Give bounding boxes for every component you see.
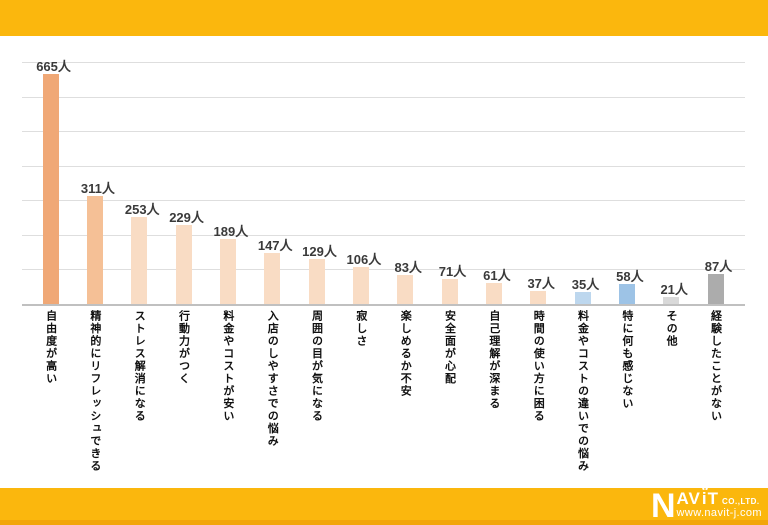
gridline (22, 62, 745, 63)
bar (219, 238, 236, 304)
category-label: 周囲の目が気になる (310, 310, 323, 423)
category-label: 安全面が心配 (443, 310, 456, 385)
category-label: 経験したことがない (709, 310, 722, 423)
bar (441, 279, 458, 304)
bar-value-label: 87人 (704, 258, 733, 274)
bar-value-label: 58人 (616, 268, 644, 284)
bar-value-label: 35人 (571, 276, 600, 292)
category-label: 特に何も感じない (620, 310, 633, 410)
bar-value-label: 21人 (660, 281, 688, 297)
bar (397, 275, 414, 304)
footer-accent-strip (0, 520, 768, 525)
bar (131, 216, 148, 304)
bar (663, 296, 680, 304)
gridline (22, 200, 745, 202)
bar (352, 267, 369, 304)
navit-logo-suffix: CO.,LTD. (722, 497, 760, 506)
bar-value-label: 37人 (527, 276, 555, 292)
bar (308, 259, 325, 304)
bar (175, 224, 192, 304)
gridline (22, 96, 745, 98)
header-band (0, 0, 768, 36)
bar-value-label: 665人 (36, 59, 71, 75)
bar (530, 291, 547, 304)
bar-value-label: 83人 (394, 260, 422, 276)
bar-value-label: 71人 (438, 264, 467, 280)
bar (574, 291, 591, 304)
navit-logo-letter-t: T (707, 489, 720, 508)
bar-value-label: 311人 (80, 181, 115, 197)
bar (264, 253, 281, 304)
navit-logo-initial: N (650, 487, 676, 525)
bar-value-label: 106人 (346, 252, 382, 268)
bar (42, 74, 59, 304)
category-label: 寂しさ (354, 310, 367, 348)
bar-value-label: 129人 (302, 244, 337, 260)
category-label: 時間の使い方に困る (532, 310, 545, 423)
category-label: 楽しめるか不安 (399, 310, 412, 398)
gridline (22, 131, 745, 133)
bar-value-label: 147人 (257, 238, 293, 254)
bar (86, 196, 103, 304)
navit-logo-rabbit-i-icon: i (701, 489, 707, 508)
bar-value-label: 61人 (483, 267, 511, 283)
bar-value-label: 229人 (169, 209, 204, 225)
footer-band: N AV i T CO.,LTD. www.navit-j.com (0, 488, 768, 525)
gridline (22, 269, 745, 271)
category-label: その他 (665, 310, 678, 348)
bar (485, 282, 502, 304)
category-label: ストレス解消になる (133, 310, 146, 423)
navit-logo-wordmark: AV i T CO.,LTD. (677, 490, 762, 507)
bar-value-label: 189人 (213, 223, 249, 239)
navit-logo-url: www.navit-j.com (676, 507, 762, 519)
bar-chart: 665人自由度が高い 311人精神的にリフレッシュできる 253人ストレス解消になる… (0, 36, 768, 488)
bar (618, 283, 635, 304)
category-label: 入店のしやすさでの悩み (266, 310, 279, 448)
navit-logo-letters-av: AV (676, 489, 701, 508)
bar-value-label: 253人 (124, 201, 160, 217)
bar (707, 273, 724, 304)
category-label: 精神的にリフレッシュできる (88, 310, 101, 473)
category-label: 行動力がつく (177, 310, 190, 385)
category-label: 自由度が高い (44, 310, 57, 385)
category-label: 料金やコストの違いでの悩み (576, 310, 589, 473)
category-label: 料金やコストが安い (221, 310, 234, 423)
gridline (22, 165, 745, 167)
gridline (22, 234, 745, 236)
x-axis-line (22, 304, 745, 306)
navit-logo-right: AV i T CO.,LTD. www.navit-j.com (677, 490, 762, 519)
navit-logo: N AV i T CO.,LTD. www.navit-j.com (650, 487, 762, 525)
category-label: 自己理解が深まる (487, 310, 500, 410)
